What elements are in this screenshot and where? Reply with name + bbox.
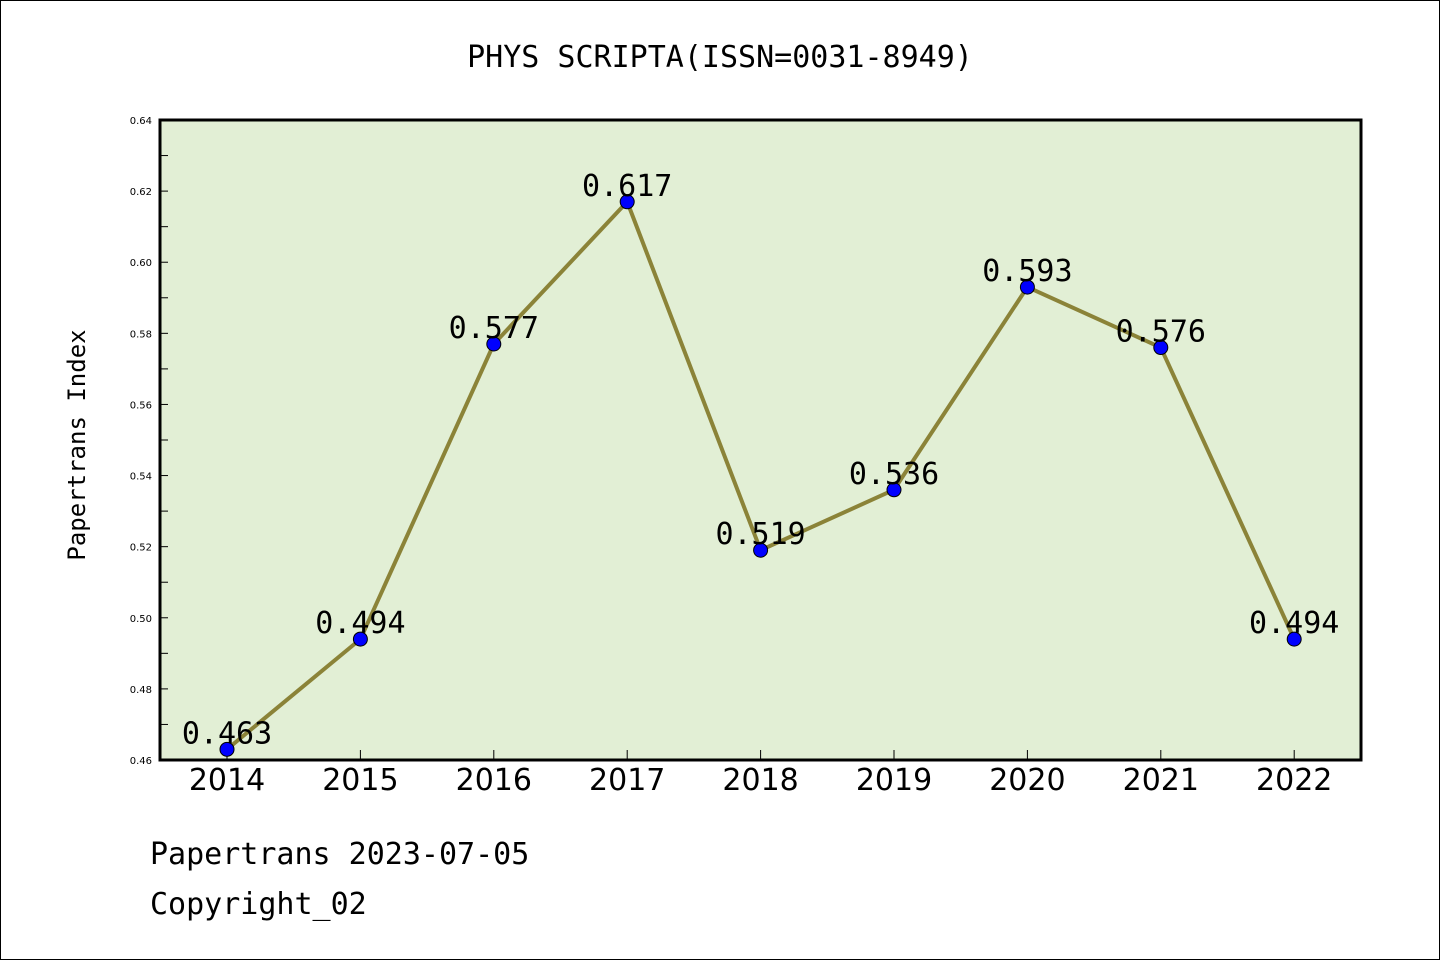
- y-tick-label: 0.52: [130, 543, 152, 554]
- x-tick-label: 2014: [189, 763, 265, 798]
- y-tick-label: 0.54: [130, 472, 152, 483]
- data-point: [753, 542, 769, 558]
- axis-ticks: 0.46 0.48 0.50 0.52 0.54 0.56 0.58 0.60 0.62 0.64…: [130, 116, 1333, 798]
- plot-border: [158, 118, 1363, 762]
- x-tick-label: 2015: [322, 763, 398, 798]
- y-tick-label: 0.62: [130, 187, 152, 198]
- chart-title: PHYS SCRIPTA(ISSN=0031-8949): [467, 40, 973, 75]
- x-tick-label: 2016: [456, 763, 532, 798]
- y-tick-label: 0.50: [130, 614, 152, 625]
- y-tick-label: 0.56: [130, 400, 152, 411]
- data-label: 0.494: [315, 606, 405, 641]
- data-label: 0.536: [849, 457, 939, 492]
- x-tick-label: 2017: [589, 763, 665, 798]
- x-tick-label: 2018: [722, 763, 798, 798]
- data-point: [886, 482, 902, 498]
- data-label: 0.593: [982, 254, 1072, 289]
- data-label: 0.576: [1116, 315, 1206, 350]
- data-label: 0.577: [449, 311, 539, 346]
- footer-date: Papertrans 2023-07-05: [150, 837, 529, 872]
- footer-copyright: Copyright_02: [150, 887, 367, 922]
- data-label: 0.494: [1249, 606, 1339, 641]
- y-tick-label: 0.60: [130, 258, 152, 269]
- y-tick-label: 0.46: [130, 756, 152, 767]
- data-point: [1153, 340, 1169, 356]
- x-tick-label: 2020: [989, 763, 1065, 798]
- plot-area: [160, 120, 1361, 760]
- data-point: [486, 336, 502, 352]
- y-tick-label: 0.48: [130, 685, 152, 696]
- data-point: [619, 194, 635, 210]
- data-label: 0.617: [582, 169, 672, 204]
- data-point: [1286, 631, 1302, 647]
- x-tick-label: 2021: [1123, 763, 1199, 798]
- data-point: [219, 741, 235, 757]
- x-tick-label: 2022: [1256, 763, 1332, 798]
- data-point: [352, 631, 368, 647]
- data-label: 0.463: [182, 716, 272, 751]
- data-point: [1019, 279, 1035, 295]
- data-label: 0.519: [715, 517, 805, 552]
- x-tick-label: 2019: [856, 763, 932, 798]
- series-line-group: 0.463 0.494 0.577 0.617 0.519 0.536 0.593 0.576…: [182, 169, 1339, 757]
- y-axis-label: Papertrans Index: [63, 329, 91, 560]
- y-tick-label: 0.58: [130, 329, 152, 340]
- y-tick-label: 0.64: [130, 116, 152, 127]
